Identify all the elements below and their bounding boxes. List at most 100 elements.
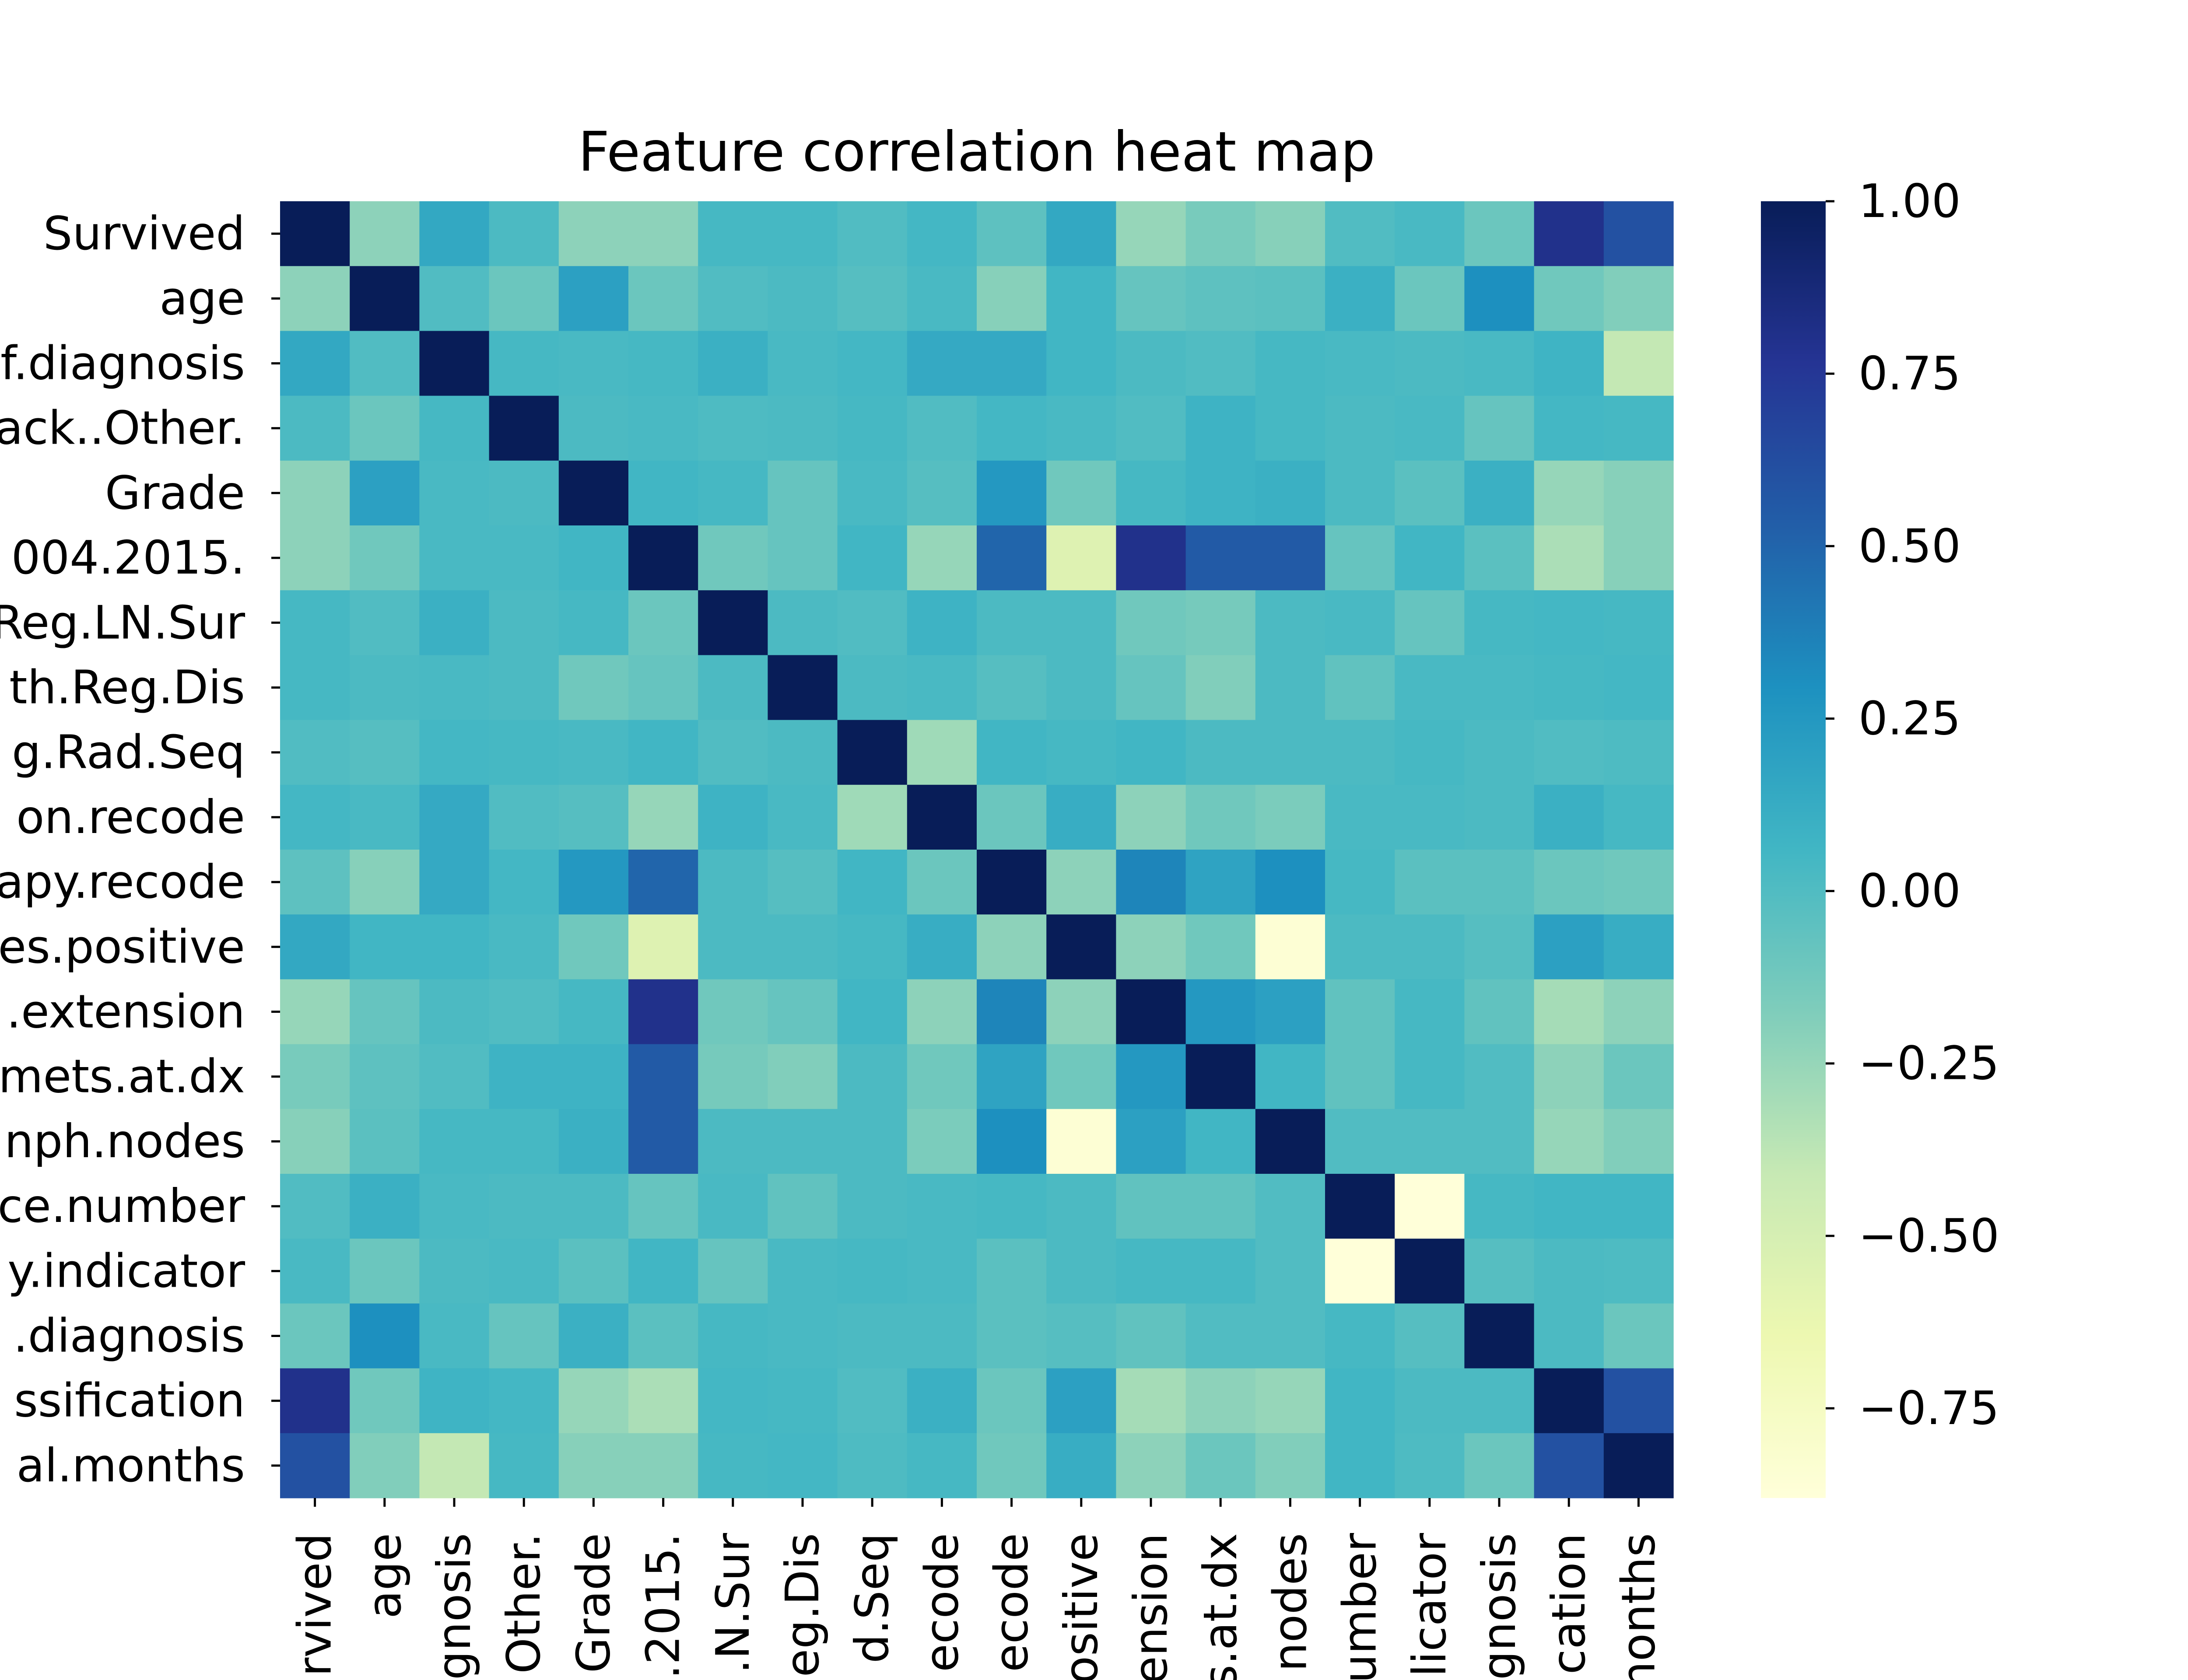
heatmap-cell	[1185, 460, 1256, 526]
heatmap-cell	[558, 525, 629, 591]
heatmap-cell	[1395, 266, 1465, 331]
heatmap-cell	[1534, 655, 1604, 721]
heatmap-cell	[558, 331, 629, 396]
heatmap-cell	[280, 1368, 350, 1434]
colorbar-gradient	[1761, 201, 1826, 1498]
heatmap-cell	[1185, 525, 1256, 591]
heatmap-cell	[1046, 784, 1116, 850]
heatmap-cell	[1534, 1433, 1604, 1498]
heatmap-cell	[837, 1109, 908, 1174]
heatmap-cell	[1255, 784, 1325, 850]
heatmap-cell	[1325, 1044, 1395, 1110]
heatmap-cell	[1534, 979, 1604, 1045]
heatmap-cell	[768, 784, 838, 850]
heatmap-cell	[837, 460, 908, 526]
colorbar	[1761, 201, 1826, 1498]
heatmap-cell	[1255, 1174, 1325, 1239]
heatmap-cell	[1046, 266, 1116, 331]
heatmap-cell	[1185, 590, 1256, 655]
heatmap-cell	[768, 1433, 838, 1498]
heatmap-cell	[1325, 460, 1395, 526]
heatmap-cell	[419, 1109, 490, 1174]
heatmap-cell	[280, 1109, 350, 1174]
heatmap-cell	[768, 331, 838, 396]
heatmap-cell	[1185, 1303, 1256, 1369]
heatmap-cell	[1603, 525, 1674, 591]
heatmap-cell	[419, 979, 490, 1045]
heatmap-cell	[837, 655, 908, 721]
column-label: ositive	[1055, 1533, 1108, 1680]
heatmap-cell	[1325, 266, 1395, 331]
heatmap-cell	[1325, 1174, 1395, 1239]
heatmap-cell	[1464, 1368, 1535, 1434]
heatmap-cell	[977, 914, 1047, 980]
heatmap-cell	[1603, 1303, 1674, 1369]
heatmap-cell	[1464, 784, 1535, 850]
heatmap-cell	[1464, 525, 1535, 591]
row-label: th.Reg.Dis	[9, 661, 245, 714]
heatmap-cell	[489, 1044, 559, 1110]
column-label: nodes	[1263, 1533, 1317, 1672]
heatmap-cell	[1185, 979, 1256, 1045]
heatmap-cell	[1603, 266, 1674, 331]
heatmap-cell	[419, 1368, 490, 1434]
heatmap-cell	[1046, 525, 1116, 591]
heatmap-cell	[489, 396, 559, 461]
heatmap-cell	[1603, 850, 1674, 915]
heatmap-cell	[1534, 460, 1604, 526]
row-label: Survived	[43, 207, 245, 260]
heatmap-cell	[1116, 720, 1186, 785]
heatmap-cell	[698, 979, 768, 1045]
colorbar-tick-label: −0.25	[1858, 1037, 1999, 1090]
heatmap-cell	[1255, 914, 1325, 980]
heatmap-cell	[698, 1368, 768, 1434]
heatmap-cell	[1116, 1109, 1186, 1174]
heatmap-cell	[280, 1239, 350, 1304]
heatmap-cell	[698, 655, 768, 721]
heatmap-cell	[489, 525, 559, 591]
heatmap-cell	[1116, 396, 1186, 461]
heatmap-cell	[1395, 1044, 1465, 1110]
heatmap-cell	[698, 1174, 768, 1239]
heatmap-cell	[280, 1303, 350, 1369]
heatmap-cell	[1395, 850, 1465, 915]
row-label: y.indicator	[7, 1244, 245, 1298]
heatmap-cell	[698, 720, 768, 785]
heatmap-cell	[1116, 1239, 1186, 1304]
heatmap-cell	[698, 1044, 768, 1110]
heatmap-cell	[698, 784, 768, 850]
heatmap-cell	[558, 201, 629, 266]
heatmap-cell	[1395, 525, 1465, 591]
heatmap-cell	[1534, 201, 1604, 266]
heatmap-cell	[1603, 1109, 1674, 1174]
heatmap-cell	[768, 1109, 838, 1174]
heatmap-cell	[977, 1174, 1047, 1239]
heatmap-cell	[1255, 1044, 1325, 1110]
heatmap-cell	[768, 1174, 838, 1239]
heatmap-cell	[768, 590, 838, 655]
heatmap-cell	[1116, 266, 1186, 331]
heatmap-cell	[1185, 266, 1256, 331]
heatmap-cell	[1325, 590, 1395, 655]
heatmap-cell	[1534, 590, 1604, 655]
heatmap-cell	[1464, 590, 1535, 655]
row-label: Reg.LN.Sur	[0, 596, 245, 649]
heatmap-cell	[489, 655, 559, 721]
heatmap-cell	[280, 266, 350, 331]
heatmap-cell	[907, 396, 977, 461]
heatmap-cell	[350, 525, 420, 591]
column-labels: rvived age gnosis Other. Grade .2015. .N.Sur eg…	[288, 1498, 1665, 1680]
heatmap-cell	[1395, 1174, 1465, 1239]
heatmap-cell	[907, 1239, 977, 1304]
heatmap-cell	[768, 1303, 838, 1369]
heatmap-cell	[628, 1109, 698, 1174]
heatmap-cell	[558, 1433, 629, 1498]
heatmap-cell	[1325, 784, 1395, 850]
heatmap-cell	[1325, 201, 1395, 266]
heatmap-cell	[1046, 331, 1116, 396]
heatmap-cell	[419, 1239, 490, 1304]
heatmap-cell	[1325, 1303, 1395, 1369]
heatmap-cell	[907, 655, 977, 721]
heatmap-cell	[280, 201, 350, 266]
heatmap-cell	[628, 784, 698, 850]
